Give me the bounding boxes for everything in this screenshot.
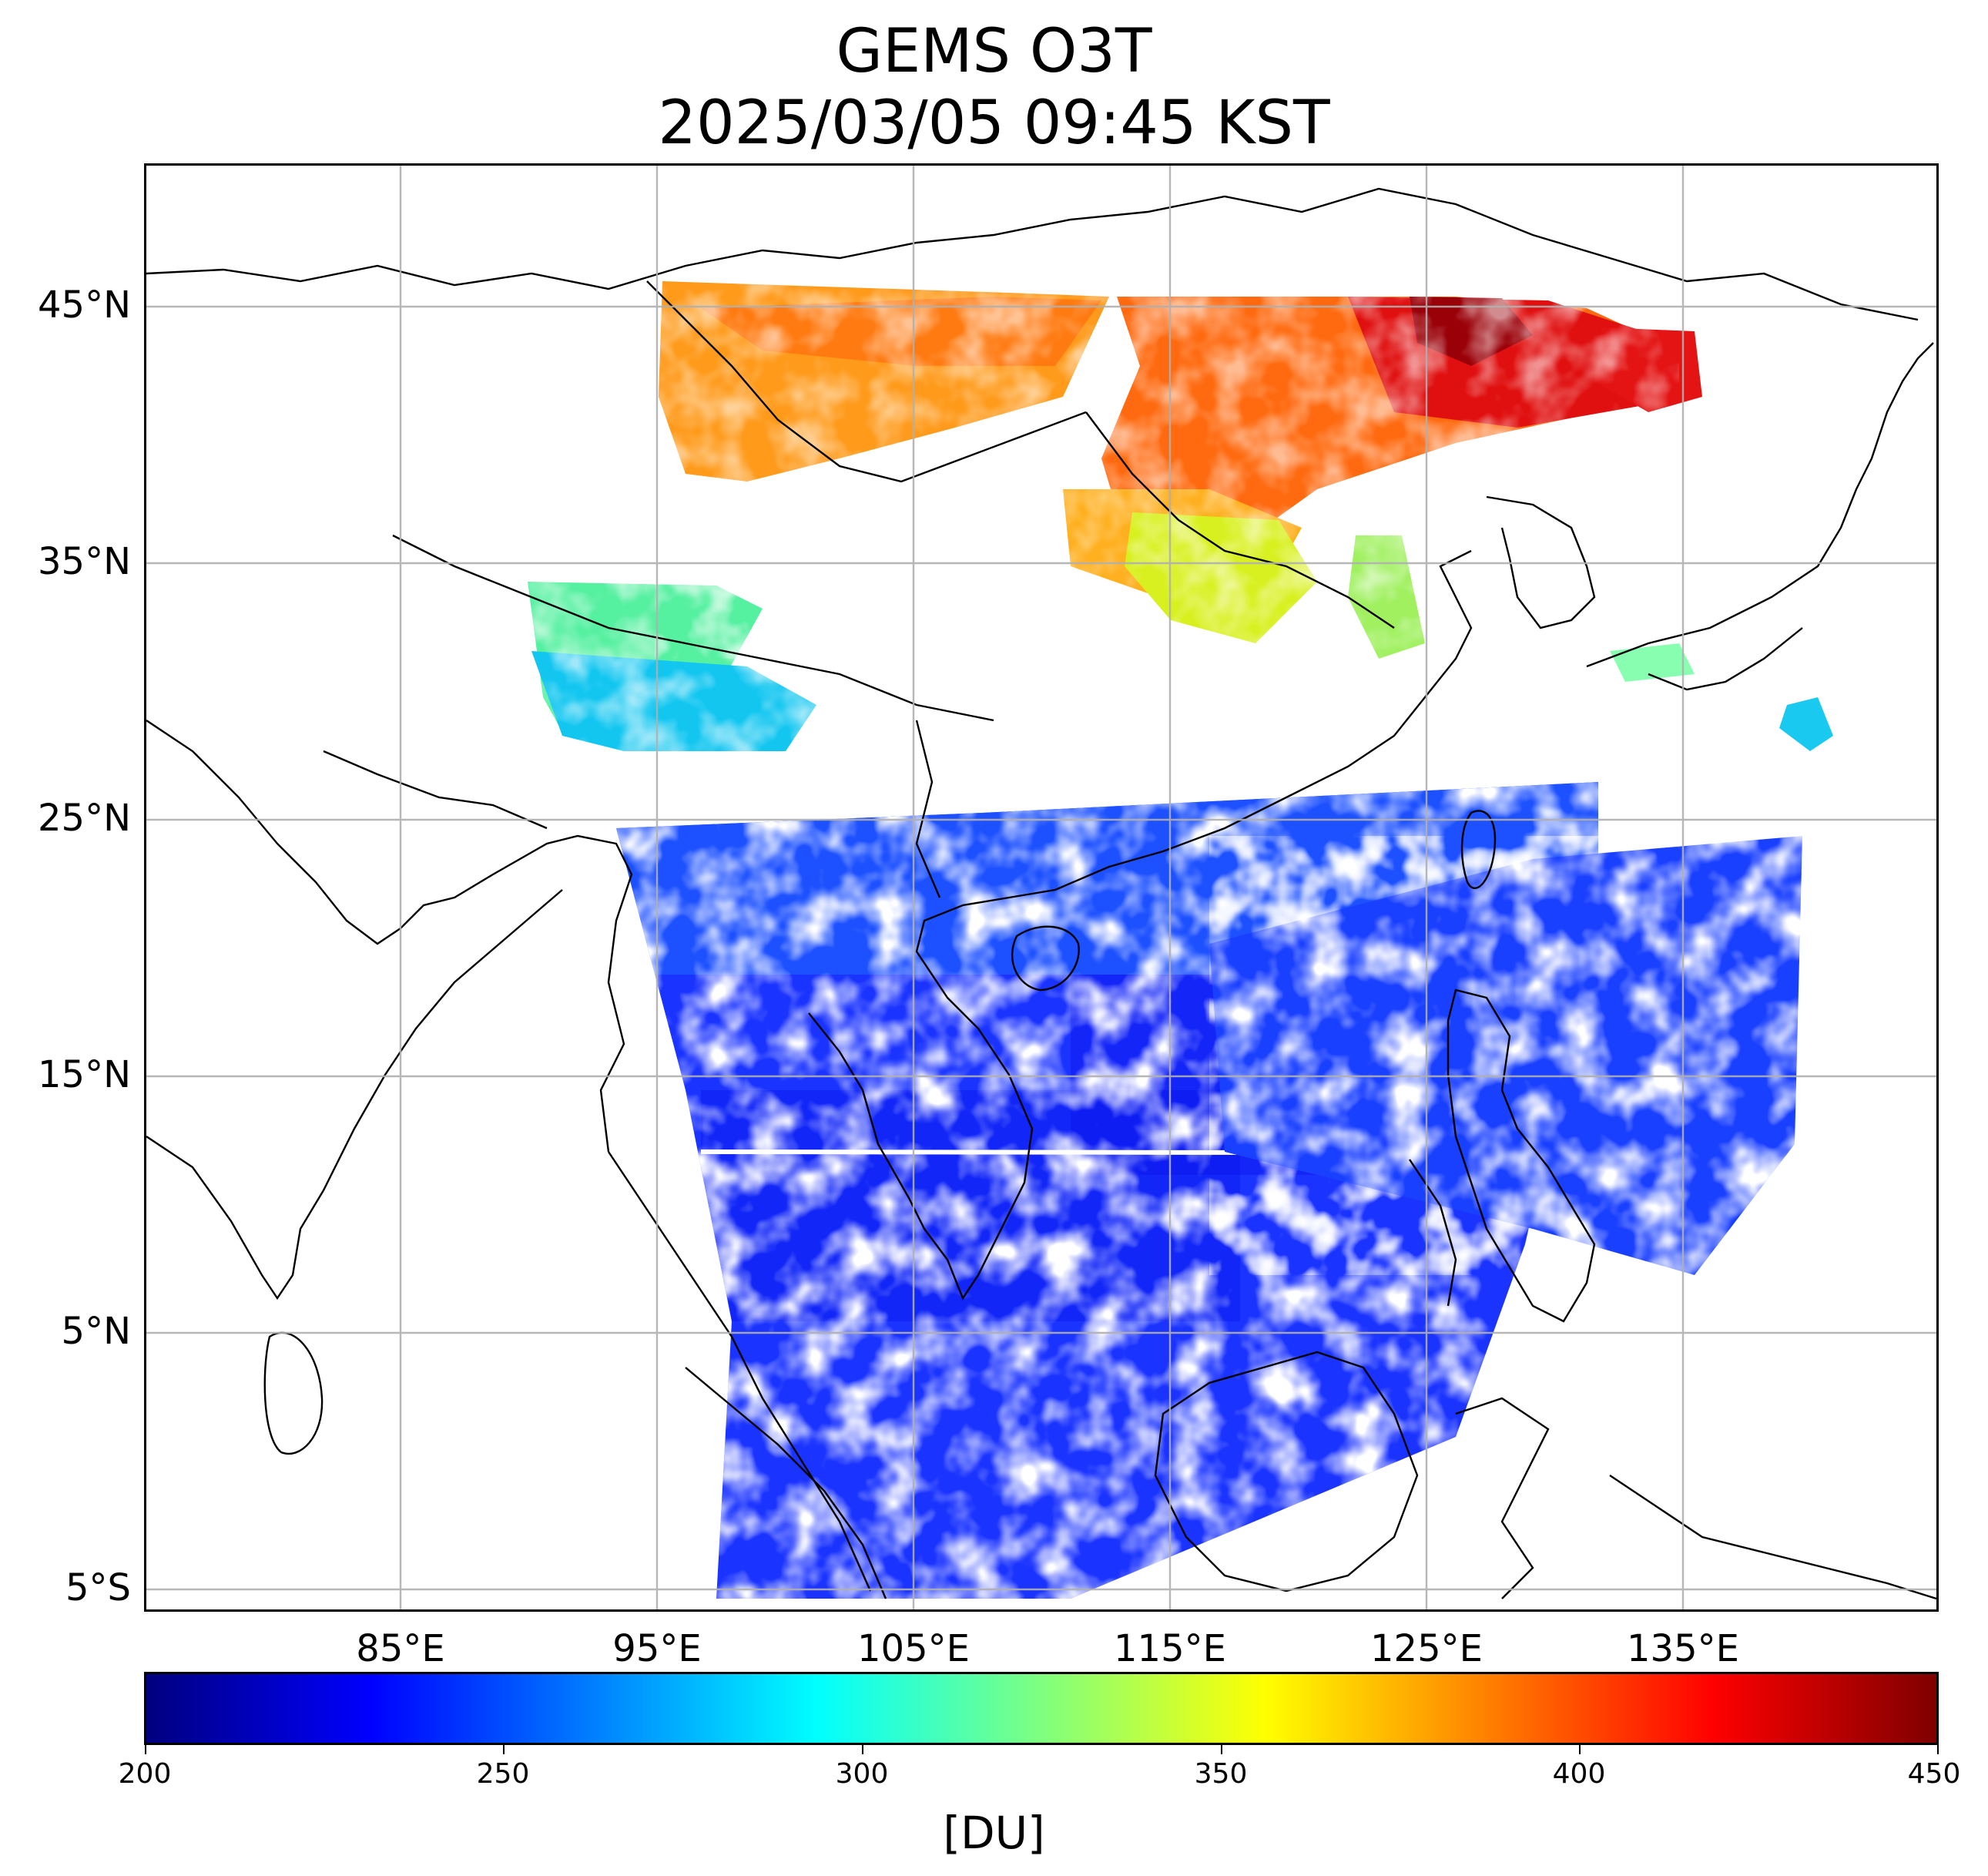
- colorbar-label-450: 450: [1907, 1758, 1961, 1790]
- lon-label-105e: 105°E: [857, 1627, 970, 1670]
- colorbar-tick-300: [862, 1745, 863, 1754]
- lat-label-35n: 35°N: [38, 540, 131, 583]
- colorbar-tick-350: [1221, 1745, 1222, 1754]
- lat-label-15n: 15°N: [38, 1053, 131, 1096]
- colorbar-label-250: 250: [476, 1758, 530, 1790]
- map-title: GEMS O3T: [836, 17, 1152, 86]
- colorbar-tick-450: [1937, 1745, 1939, 1754]
- ozone-data-layer: [528, 281, 1833, 1599]
- graticule: [146, 166, 1936, 1609]
- lat-label-5s: 5°S: [65, 1566, 131, 1609]
- colorbar-label-400: 400: [1552, 1758, 1606, 1790]
- colorbar-label-200: 200: [118, 1758, 172, 1790]
- colorbar-tick-250: [503, 1745, 505, 1754]
- lat-label-25n: 25°N: [38, 797, 131, 840]
- colorbar-unit-label: [DU]: [943, 1807, 1045, 1859]
- colorbar-label-300: 300: [835, 1758, 889, 1790]
- lon-label-115e: 115°E: [1114, 1627, 1226, 1670]
- colorbar: [144, 1672, 1939, 1745]
- colorbar-tick-200: [145, 1745, 146, 1754]
- ozone-map: [146, 166, 1936, 1609]
- map-plot-area: [144, 163, 1939, 1612]
- coastlines: [146, 187, 1936, 1600]
- lon-label-85e: 85°E: [356, 1627, 445, 1670]
- colorbar-label-350: 350: [1194, 1758, 1248, 1790]
- lat-label-45n: 45°N: [38, 284, 131, 327]
- colorbar-tick-400: [1579, 1745, 1581, 1754]
- lon-label-125e: 125°E: [1370, 1627, 1483, 1670]
- map-subtitle-datetime: 2025/03/05 09:45 KST: [658, 89, 1330, 158]
- lon-label-95e: 95°E: [612, 1627, 702, 1670]
- lat-label-5n: 5°N: [61, 1310, 131, 1353]
- lon-label-135e: 135°E: [1627, 1627, 1739, 1670]
